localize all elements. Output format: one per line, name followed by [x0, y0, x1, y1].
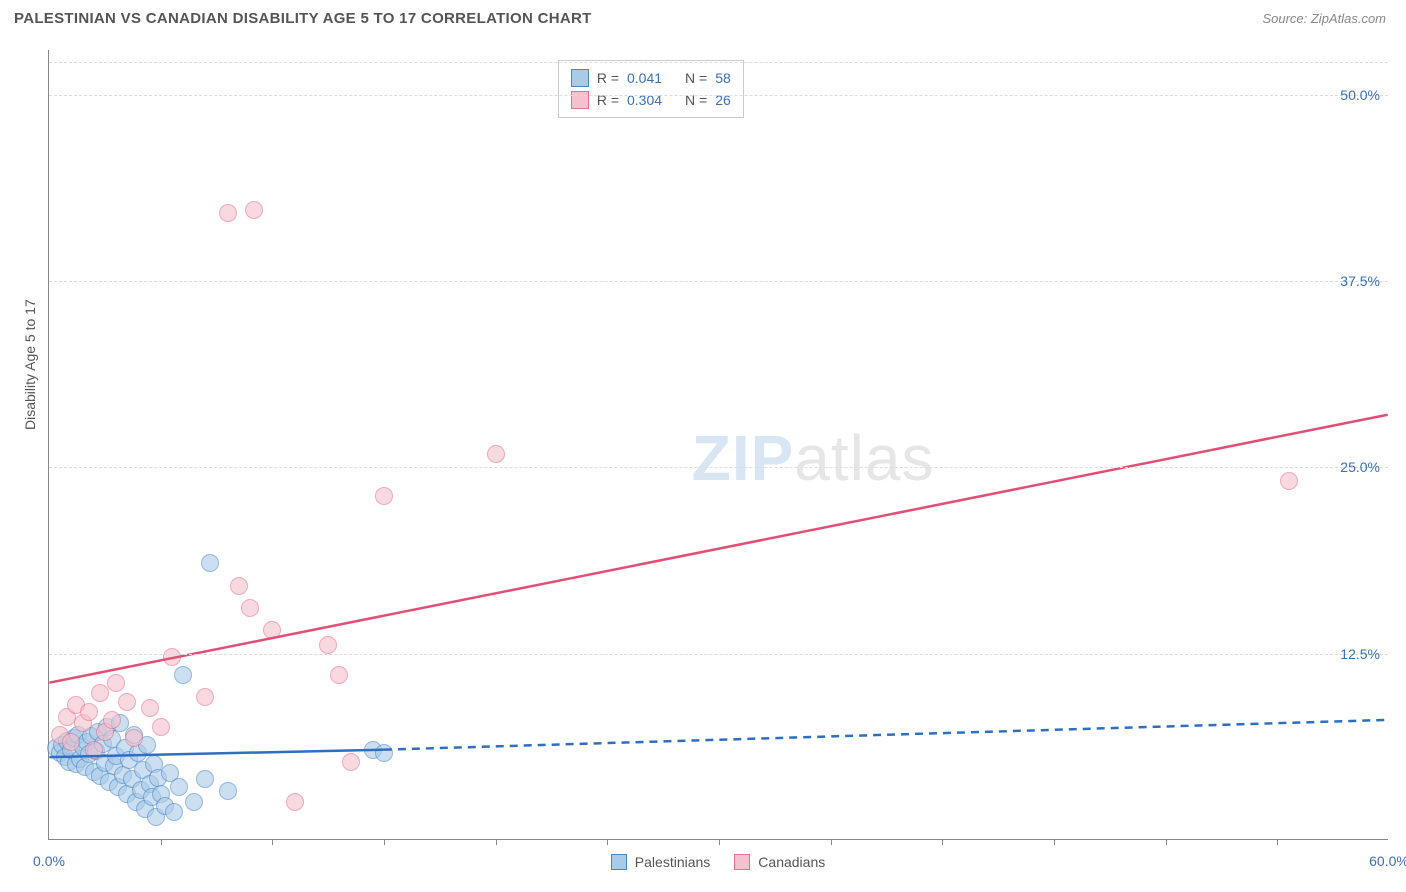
data-point [196, 770, 214, 788]
data-point [91, 684, 109, 702]
data-point [1280, 472, 1298, 490]
chart-title: PALESTINIAN VS CANADIAN DISABILITY AGE 5… [14, 10, 592, 27]
gridline-horizontal [49, 654, 1388, 655]
data-point [375, 487, 393, 505]
legend-series-item: Palestinians [611, 852, 711, 872]
legend-swatch [571, 91, 589, 109]
y-axis-label: Disability Age 5 to 17 [22, 299, 38, 430]
data-point [286, 793, 304, 811]
gridline-horizontal [49, 281, 1388, 282]
y-tick-label: 12.5% [1340, 646, 1380, 662]
data-point [85, 741, 103, 759]
data-point [62, 733, 80, 751]
gridline-horizontal [49, 467, 1388, 468]
legend-series-label: Palestinians [635, 854, 711, 870]
data-point [103, 711, 121, 729]
legend-swatch [611, 854, 627, 870]
x-tick [272, 839, 273, 845]
data-point [319, 636, 337, 654]
series-legend: Palestinians Canadians [611, 852, 825, 872]
chart-plot-area: ZIPatlas R = 0.041 N = 58 R = 0.304 N = … [48, 50, 1388, 840]
x-tick [719, 839, 720, 845]
chart-header: PALESTINIAN VS CANADIAN DISABILITY AGE 5… [0, 0, 1406, 35]
x-tick [161, 839, 162, 845]
plot-region: ZIPatlas R = 0.041 N = 58 R = 0.304 N = … [48, 50, 1388, 840]
data-point [219, 204, 237, 222]
legend-series-item: Canadians [734, 852, 825, 872]
x-tick [942, 839, 943, 845]
correlation-legend-box: R = 0.041 N = 58 R = 0.304 N = 26 [558, 60, 744, 118]
data-point [152, 718, 170, 736]
data-point [245, 201, 263, 219]
data-point [342, 753, 360, 771]
trend-lines-svg [49, 50, 1388, 839]
legend-n-value: 58 [715, 70, 731, 86]
legend-r-label: R = [597, 70, 619, 86]
data-point [375, 744, 393, 762]
data-point [165, 803, 183, 821]
data-point [201, 554, 219, 572]
data-point [174, 666, 192, 684]
legend-correlation-row: R = 0.304 N = 26 [571, 89, 731, 111]
gridline-horizontal [49, 95, 1388, 96]
y-tick-label: 37.5% [1340, 273, 1380, 289]
x-tick [1166, 839, 1167, 845]
data-point [107, 674, 125, 692]
watermark-zip: ZIP [692, 422, 795, 494]
x-tick [607, 839, 608, 845]
legend-swatch [734, 854, 750, 870]
data-point [219, 782, 237, 800]
data-point [263, 621, 281, 639]
watermark: ZIPatlas [692, 421, 935, 495]
x-tick-label: 0.0% [33, 853, 65, 869]
data-point [487, 445, 505, 463]
legend-correlation-row: R = 0.041 N = 58 [571, 67, 731, 89]
data-point [230, 577, 248, 595]
watermark-atlas: atlas [794, 422, 934, 494]
y-tick-label: 25.0% [1340, 459, 1380, 475]
x-tick [1277, 839, 1278, 845]
data-point [241, 599, 259, 617]
legend-r-value: 0.041 [627, 70, 677, 86]
data-point [163, 648, 181, 666]
data-point [141, 699, 159, 717]
data-point [196, 688, 214, 706]
data-point [185, 793, 203, 811]
gridline-horizontal [49, 62, 1388, 63]
data-point [330, 666, 348, 684]
x-tick [1054, 839, 1055, 845]
y-tick-label: 50.0% [1340, 87, 1380, 103]
data-point [125, 729, 143, 747]
x-tick-label: 60.0% [1369, 853, 1406, 869]
data-point [118, 693, 136, 711]
data-point [170, 778, 188, 796]
legend-swatch [571, 69, 589, 87]
legend-series-label: Canadians [758, 854, 825, 870]
x-tick [384, 839, 385, 845]
x-tick [831, 839, 832, 845]
chart-source: Source: ZipAtlas.com [1262, 11, 1386, 26]
data-point [80, 703, 98, 721]
legend-n-label: N = [685, 70, 707, 86]
x-tick [496, 839, 497, 845]
